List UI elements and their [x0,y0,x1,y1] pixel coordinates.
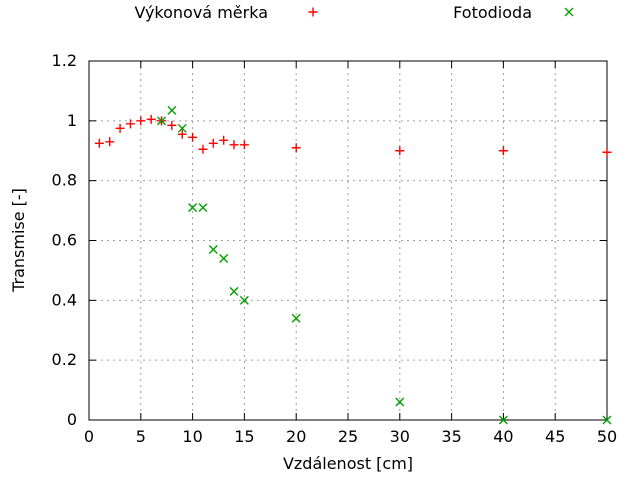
y-tick-label: 0.6 [52,231,77,250]
x-tick-label: 10 [182,427,202,446]
gridlines [89,61,607,420]
x-tick-label: 50 [597,427,617,446]
legend-label-photodiode: Fotodioda [453,3,532,22]
x-tick-label: 25 [338,427,358,446]
series-photodiode-points [157,105,612,425]
x-tick-label: 45 [545,427,565,446]
x-tick-label: 30 [390,427,410,446]
cross-marker-icon [564,7,574,17]
plus-marker-icon [308,7,318,17]
x-tick-label: 40 [493,427,513,446]
y-tick-label: 0.4 [52,290,77,309]
x-axis-label: Vzdálenost [cm] [283,454,413,473]
y-axis-label: Transmise [-] [9,188,28,293]
y-tick-labels: 0 0.2 0.4 0.6 0.8 1 1.2 [52,51,77,429]
legend-label-power-meter: Výkonová měrka [134,3,268,22]
x-tick-label: 35 [441,427,461,446]
x-tick-label: 5 [136,427,146,446]
legend: Výkonová měrka Fotodioda [134,3,574,22]
y-tick-label: 0 [67,410,77,429]
y-tick-label: 1 [67,111,77,130]
x-tick-label: 0 [84,427,94,446]
x-tick-label: 20 [286,427,306,446]
y-tick-label: 0.2 [52,350,77,369]
data-points-cross [157,105,612,425]
x-tick-label: 15 [234,427,254,446]
x-tick-labels: 0 5 10 15 20 25 30 35 40 45 50 [84,427,617,446]
plot-border [88,60,608,421]
y-tick-label: 1.2 [52,51,77,70]
y-tick-label: 0.8 [52,171,77,190]
